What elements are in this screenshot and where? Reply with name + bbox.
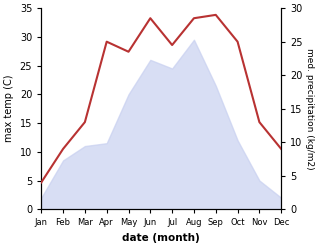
Y-axis label: max temp (C): max temp (C)	[4, 75, 14, 143]
X-axis label: date (month): date (month)	[122, 233, 200, 243]
Y-axis label: med. precipitation (kg/m2): med. precipitation (kg/m2)	[305, 48, 314, 169]
